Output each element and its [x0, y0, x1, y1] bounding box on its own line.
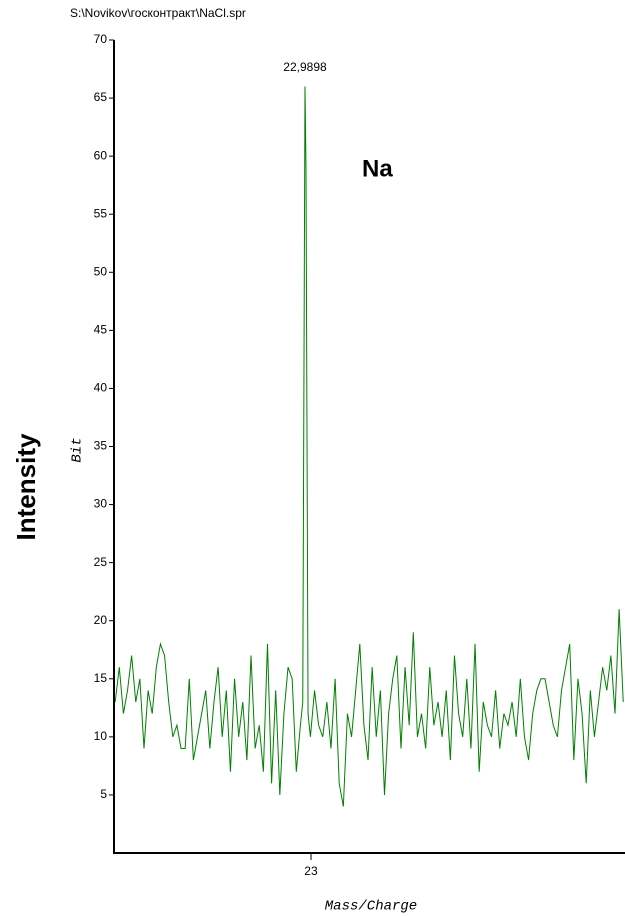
y-tick-label: 30: [94, 497, 108, 511]
y-tick-label: 65: [94, 90, 108, 104]
intensity-label: Intensity: [11, 433, 41, 540]
y-tick-label: 10: [94, 729, 108, 743]
y-tick-label: 40: [94, 381, 108, 395]
y-tick-label: 25: [94, 555, 108, 569]
y-tick-label: 55: [94, 206, 108, 220]
y-axis-label: Bit: [70, 437, 86, 462]
y-tick-label: 20: [94, 613, 108, 627]
file-path: S:\Novikov\госконтракт\NaCl.spr: [70, 6, 246, 20]
y-tick-label: 5: [100, 787, 107, 801]
x-tick-label: 23: [304, 864, 318, 878]
y-tick-label: 35: [94, 439, 108, 453]
x-axis-label: Mass/Charge: [325, 899, 417, 915]
y-tick-label: 60: [94, 148, 108, 162]
peak-label: 22,9898: [283, 60, 327, 74]
y-tick-label: 15: [94, 671, 108, 685]
element-label: Na: [362, 155, 393, 182]
y-tick-label: 70: [94, 32, 108, 46]
y-tick-label: 45: [94, 323, 108, 337]
y-tick-label: 50: [94, 264, 108, 278]
spectrum-line: [114, 86, 624, 807]
